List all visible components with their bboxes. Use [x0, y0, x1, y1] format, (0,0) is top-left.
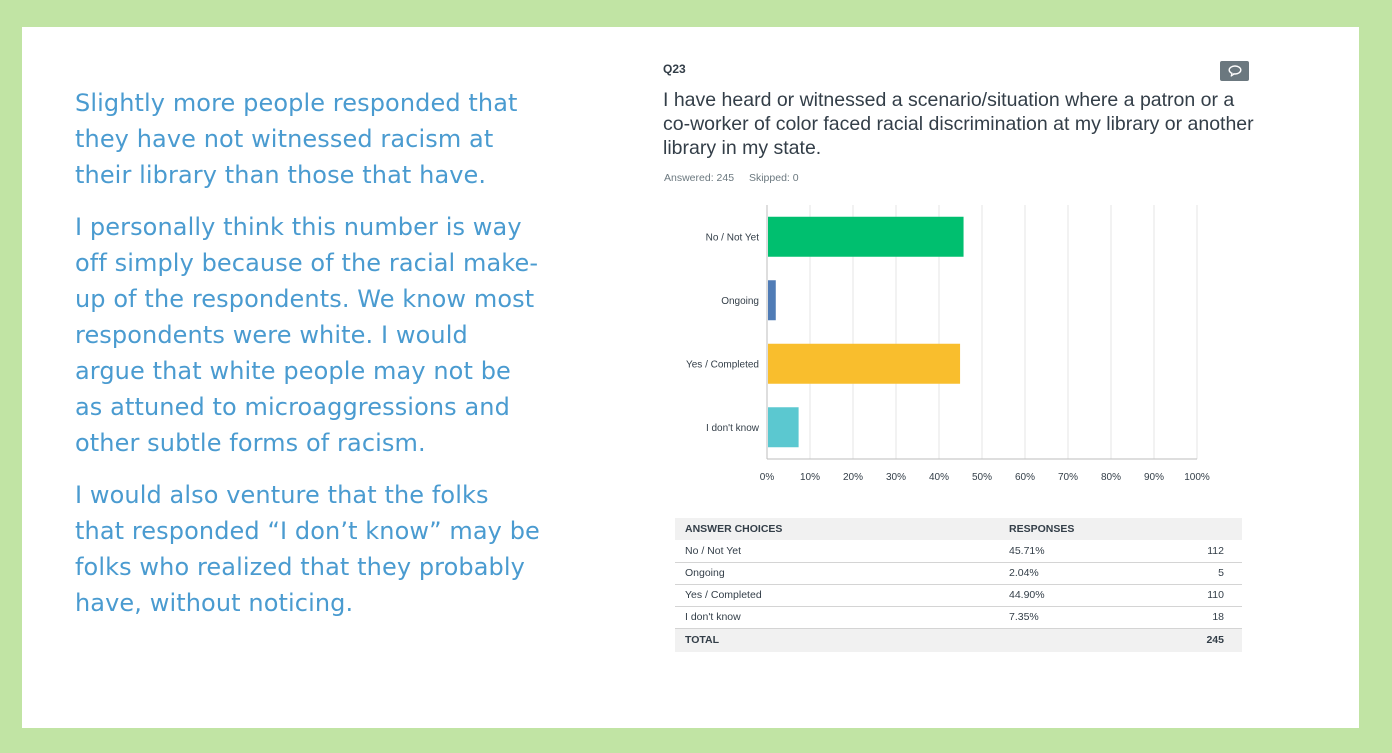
commentary-paragraph-2: I personally think this number is way of… [75, 213, 539, 457]
total-row: TOTAL 245 [675, 628, 1242, 652]
row-choice: I don't know [675, 606, 999, 629]
commentary-paragraph-1: Slightly more people responded that they… [75, 89, 518, 189]
table-row: No / Not Yet 45.71% 112 [675, 540, 1242, 563]
bar [768, 216, 964, 257]
row-count: 110 [1119, 584, 1242, 607]
header-answer-choices: ANSWER CHOICES [675, 518, 999, 540]
row-choice: No / Not Yet [675, 540, 999, 563]
tick-label: 50% [972, 472, 992, 483]
table-row: Ongoing 2.04% 5 [675, 562, 1242, 585]
tick-label: 10% [800, 472, 820, 483]
row-count: 112 [1119, 540, 1242, 563]
tick-label: 60% [1015, 472, 1035, 483]
answered-count: Answered: 245 [664, 172, 735, 184]
category-label: Yes / Completed [686, 359, 759, 370]
comment-button[interactable] [1220, 61, 1249, 81]
row-percent: 7.35% [999, 606, 1119, 629]
tick-label: 100% [1184, 472, 1210, 483]
bar [768, 343, 961, 384]
category-label: Ongoing [721, 296, 759, 307]
bar [768, 407, 799, 448]
row-percent: 45.71% [999, 540, 1119, 563]
response-meta: Answered: 245 Skipped: 0 [664, 172, 799, 184]
row-count: 5 [1119, 562, 1242, 585]
skipped-count: Skipped: 0 [748, 172, 799, 184]
tick-label: 20% [843, 472, 863, 483]
tick-label: 0% [760, 472, 775, 483]
table-row: I don't know 7.35% 18 [675, 606, 1242, 629]
row-choice: Ongoing [675, 562, 999, 585]
row-percent: 44.90% [999, 584, 1119, 607]
bar [768, 280, 776, 321]
answer-table: ANSWER CHOICES RESPONSES No / Not Yet 45… [675, 518, 1242, 652]
table-row: Yes / Completed 44.90% 110 [675, 584, 1242, 607]
speech-bubble-icon [1227, 65, 1242, 77]
tick-label: 40% [929, 472, 949, 483]
row-percent: 2.04% [999, 562, 1119, 585]
category-label: I don't know [706, 423, 760, 434]
bar-chart: No / Not Yet Ongoing Yes / Completed I don'… [686, 205, 1210, 483]
slide: Slightly more people responded that they… [22, 27, 1359, 728]
total-label: TOTAL [675, 628, 999, 652]
tick-label: 90% [1144, 472, 1164, 483]
row-choice: Yes / Completed [675, 584, 999, 607]
commentary-paragraph-3: I would also venture that the folks that… [75, 481, 540, 617]
commentary: Slightly more people responded that they… [75, 85, 545, 637]
tick-label: 70% [1058, 472, 1078, 483]
total-count: 245 [1119, 628, 1242, 652]
table-header-row: ANSWER CHOICES RESPONSES [675, 518, 1242, 540]
question-text: I have heard or witnessed a scenario/sit… [663, 89, 1254, 159]
row-count: 18 [1119, 606, 1242, 629]
tick-label: 80% [1101, 472, 1121, 483]
total-spacer [999, 628, 1119, 652]
header-responses: RESPONSES [999, 518, 1242, 540]
category-label: No / Not Yet [706, 232, 760, 243]
question-number: Q23 [663, 62, 686, 76]
tick-label: 30% [886, 472, 906, 483]
